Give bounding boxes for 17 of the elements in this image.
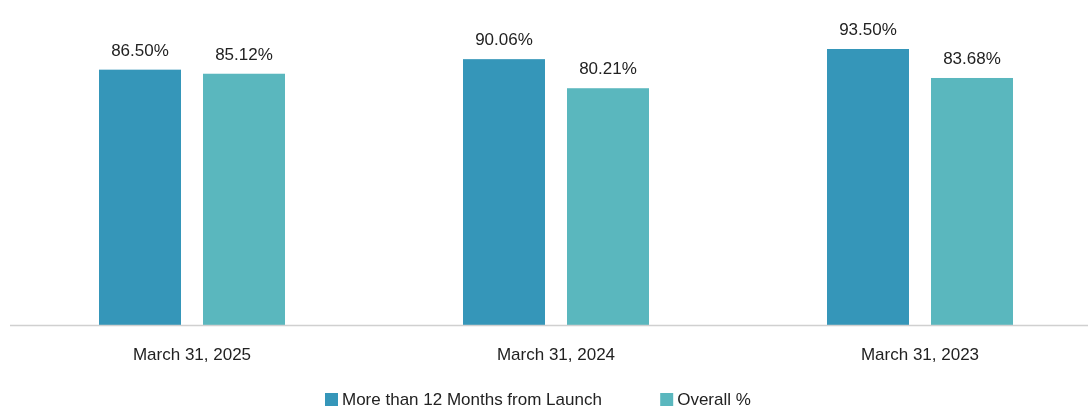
data-label: 80.21% bbox=[579, 59, 637, 79]
x-tick-label: March 31, 2023 bbox=[860, 345, 980, 364]
bar bbox=[203, 73, 285, 325]
data-label: 86.50% bbox=[111, 40, 169, 60]
legend-label: More than 12 Months from Launch bbox=[342, 390, 602, 409]
bar bbox=[463, 59, 545, 325]
data-label: 85.12% bbox=[215, 44, 273, 64]
bar bbox=[827, 49, 909, 325]
data-label: 90.06% bbox=[475, 30, 533, 50]
x-tick-label: March 31, 2025 bbox=[132, 345, 252, 364]
legend-label: Overall % bbox=[677, 390, 751, 409]
bar bbox=[931, 77, 1013, 325]
x-tick-label: March 31, 2024 bbox=[496, 345, 616, 364]
bar bbox=[99, 69, 181, 325]
data-label: 83.68% bbox=[943, 48, 1001, 68]
data-label: 93.50% bbox=[839, 20, 897, 39]
bar bbox=[567, 88, 649, 325]
